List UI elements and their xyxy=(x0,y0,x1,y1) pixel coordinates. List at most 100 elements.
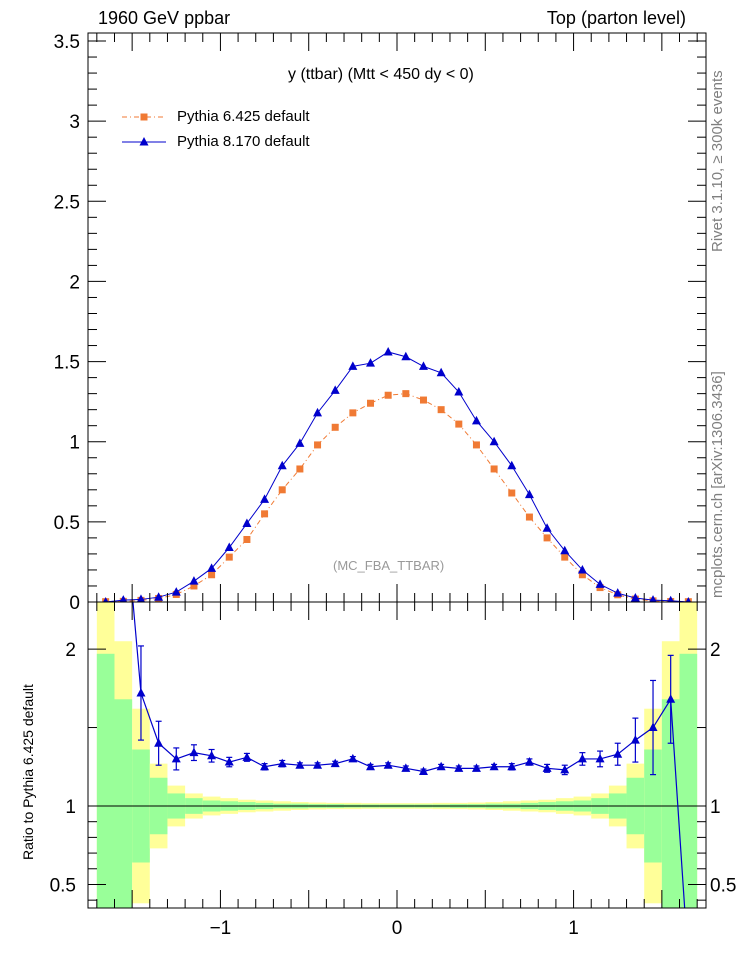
marker-pythia8 xyxy=(224,542,234,552)
ratio-x-tick-label: 0 xyxy=(392,918,403,939)
marker-pythia8 xyxy=(313,407,323,417)
main-y-tick-label: 1 xyxy=(69,433,80,454)
ratio-point-pythia8 xyxy=(207,750,217,760)
ratio-point-pythia8 xyxy=(577,753,587,763)
marker-pythia8 xyxy=(630,592,640,602)
marker-pythia6 xyxy=(543,534,551,542)
marker-pythia6 xyxy=(472,441,480,449)
marker-pythia6 xyxy=(525,513,533,521)
ratio-point-pythia8 xyxy=(366,761,376,771)
marker-pythia8 xyxy=(667,595,675,602)
marker-pythia6 xyxy=(243,535,251,543)
marker-pythia8 xyxy=(524,489,534,499)
ratio-y-tick-label-left: 2 xyxy=(65,640,76,661)
ratio-point-pythia8 xyxy=(171,753,181,763)
marker-pythia8 xyxy=(207,563,217,572)
ratio-point-pythia8 xyxy=(154,738,164,747)
green-band-bin xyxy=(114,699,133,908)
marker-pythia6 xyxy=(490,465,498,473)
marker-pythia8 xyxy=(542,523,552,532)
ratio-point-pythia8 xyxy=(524,757,534,766)
marker-pythia8 xyxy=(154,592,164,601)
marker-pythia8 xyxy=(366,358,376,367)
marker-pythia6 xyxy=(349,409,357,417)
header-left: 1960 GeV ppbar xyxy=(98,8,231,28)
ratio-uncertainty-bands xyxy=(96,602,698,908)
marker-pythia6 xyxy=(419,396,427,404)
ratio-point-pythia8 xyxy=(454,763,464,772)
marker-pythia8 xyxy=(418,361,428,370)
green-band-bin xyxy=(679,653,698,908)
marker-pythia8 xyxy=(136,594,145,602)
ratio-point-pythia8 xyxy=(330,758,340,768)
ratio-y-tick-label-right: 2 xyxy=(710,640,721,661)
ratio-point-pythia8 xyxy=(401,763,411,772)
main-y-tick-label: 2 xyxy=(69,272,80,293)
marker-pythia8 xyxy=(577,564,587,574)
marker-pythia6 xyxy=(314,441,322,449)
ratio-point-pythia8 xyxy=(489,761,499,771)
marker-pythia8 xyxy=(242,518,252,527)
marker-pythia8 xyxy=(401,351,411,361)
ratio-point-pythia8 xyxy=(295,760,305,769)
marker-pythia8 xyxy=(295,438,305,447)
main-y-ticks xyxy=(88,40,706,603)
ratio-point-pythia8 xyxy=(471,763,481,772)
header-right: Top (parton level) xyxy=(546,8,686,28)
marker-pythia8 xyxy=(348,361,358,370)
marker-pythia6 xyxy=(561,553,569,561)
marker-pythia8 xyxy=(507,460,517,470)
ratio-point-pythia8 xyxy=(260,761,270,771)
series-pythia8 xyxy=(103,346,691,602)
rivet-version-label: Rivet 3.1.10, ≥ 300k events xyxy=(709,70,726,252)
main-y-tick-label: 0.5 xyxy=(54,513,80,534)
marker-pythia8 xyxy=(189,576,199,585)
main-y-tick-label: 0 xyxy=(69,593,80,614)
ratio-point-pythia8 xyxy=(277,758,287,768)
ratio-y-tick-label-right: 0.5 xyxy=(710,875,736,896)
green-band-bin xyxy=(96,653,115,908)
marker-pythia8 xyxy=(277,460,287,470)
ratio-point-pythia8 xyxy=(630,735,640,744)
ratio-point-pythia8 xyxy=(666,694,676,703)
ratio-y-tick-label-left: 1 xyxy=(65,797,76,818)
marker-pythia8 xyxy=(436,367,446,377)
ratio-point-pythia8 xyxy=(348,753,358,763)
ratio-point-pythia8 xyxy=(383,760,393,769)
ratio-point-pythia8 xyxy=(189,747,199,757)
marker-pythia8 xyxy=(119,595,127,602)
ratio-y-axis-label: Ratio to Pythia 6.425 default xyxy=(20,684,36,860)
ratio-point-pythia8 xyxy=(507,761,517,771)
line-pythia8 xyxy=(105,351,689,602)
marker-pythia6 xyxy=(455,420,463,428)
main-y-tick-label: 2.5 xyxy=(54,192,80,213)
legend-label-pythia6: Pythia 6.425 default xyxy=(177,108,310,125)
marker-pythia8 xyxy=(489,436,499,446)
marker-pythia6 xyxy=(296,465,304,473)
marker-pythia6 xyxy=(384,391,392,399)
marker-pythia6 xyxy=(261,510,269,518)
marker-pythia6 xyxy=(278,486,286,494)
marker-pythia8 xyxy=(471,415,481,425)
main-y-tick-label: 3.5 xyxy=(54,32,80,53)
marker-pythia6 xyxy=(402,390,410,398)
ratio-series-pythia8 xyxy=(132,602,686,908)
ratio-x-tick-label: 1 xyxy=(568,918,579,939)
main-plot-title: y (ttbar) (Mtt < 450 dy < 0) xyxy=(288,66,474,83)
ratio-point-pythia8 xyxy=(436,761,446,771)
ratio-point-pythia8 xyxy=(648,722,658,732)
marker-pythia8 xyxy=(171,587,181,596)
x-ticks xyxy=(96,33,698,908)
marker-pythia8 xyxy=(103,597,109,602)
marker-pythia8 xyxy=(454,387,464,396)
marker-pythia8 xyxy=(383,346,393,356)
line-pythia6 xyxy=(105,393,689,602)
marker-pythia6 xyxy=(190,582,198,590)
mcplots-reference-label: mcplots.cern.ch [arXiv:1306.3436] xyxy=(709,371,726,598)
marker-pythia6 xyxy=(331,423,339,431)
ratio-point-pythia8 xyxy=(560,764,570,774)
marker-pythia6 xyxy=(578,571,586,579)
main-y-tick-label: 1.5 xyxy=(54,353,80,374)
main-y-tick-label: 3 xyxy=(69,112,80,133)
ratio-y-tick-label-right: 1 xyxy=(710,797,721,818)
